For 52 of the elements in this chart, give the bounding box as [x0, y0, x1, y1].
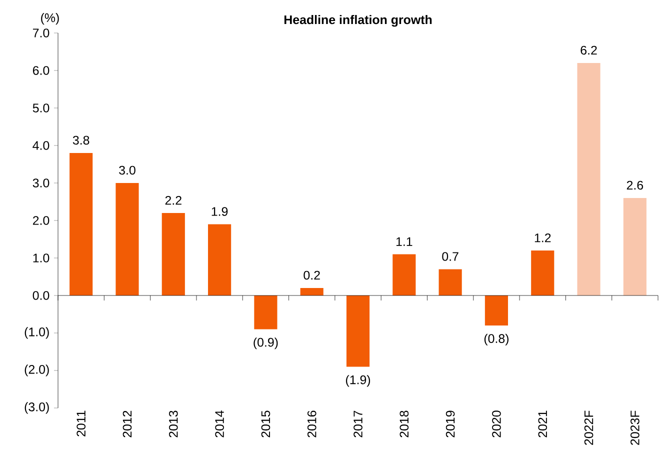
y-tick-label: (2.0): [24, 364, 49, 376]
y-tick-label: (3.0): [24, 402, 49, 414]
y-tick-label: 4.0: [32, 141, 50, 150]
data-label: 3.0: [119, 166, 136, 175]
y-tick-label: 3.0: [32, 178, 50, 188]
x-tick-label: 2014: [215, 410, 224, 438]
data-label: 0.2: [304, 270, 320, 280]
data-label: 0.7: [442, 252, 458, 261]
y-tick-label: (1.0): [24, 327, 49, 339]
data-label: 1.1: [396, 237, 412, 246]
data-label: (0.8): [484, 334, 508, 346]
y-tick-label: 6.0: [32, 66, 50, 75]
bar: [162, 212, 185, 296]
bar: [531, 250, 554, 296]
y-tick-label: 2.0: [32, 216, 50, 225]
y-tick-label: 5.0: [32, 104, 50, 112]
data-label: 2.6: [626, 180, 644, 190]
x-tick-label: 2022F: [584, 410, 594, 445]
y-tick-label: 7.0: [32, 28, 50, 38]
bar: [116, 182, 139, 296]
x-tick-label: 2015: [261, 410, 270, 438]
bar: [484, 295, 508, 326]
data-label: (1.9): [346, 375, 370, 387]
bar: [346, 295, 370, 367]
data-label: 1.9: [212, 207, 228, 216]
bar: [208, 224, 232, 296]
data-label: 6.2: [580, 46, 597, 55]
bar: [438, 269, 462, 296]
x-tick-label: 2016: [307, 410, 316, 438]
bar: [392, 254, 416, 296]
x-tick-label: 2017: [354, 410, 362, 438]
x-tick-label: 2021: [538, 410, 548, 438]
x-tick-label: 2012: [122, 410, 132, 438]
bar: [577, 62, 600, 296]
y-axis-title: (%): [41, 13, 59, 25]
bar: [254, 295, 278, 330]
bar: [300, 288, 324, 296]
x-tick-label: 2013: [168, 410, 178, 438]
x-tick-label: 2023F: [630, 410, 640, 445]
x-tick-label: 2018: [400, 410, 409, 438]
data-label: 2.2: [165, 196, 182, 205]
data-label: 1.2: [534, 233, 551, 242]
data-label: 3.8: [72, 136, 90, 145]
data-label: (0.9): [254, 338, 278, 350]
y-tick-label: 1.0: [33, 254, 50, 262]
chart-title: Headline inflation growth: [284, 14, 432, 27]
y-tick-label: 0.0: [32, 291, 50, 300]
bar: [623, 198, 646, 296]
bar: [70, 152, 93, 296]
x-tick-label: 2019: [446, 410, 455, 438]
x-tick-label: 2020: [492, 410, 501, 438]
x-tick-label: 2011: [76, 410, 86, 436]
